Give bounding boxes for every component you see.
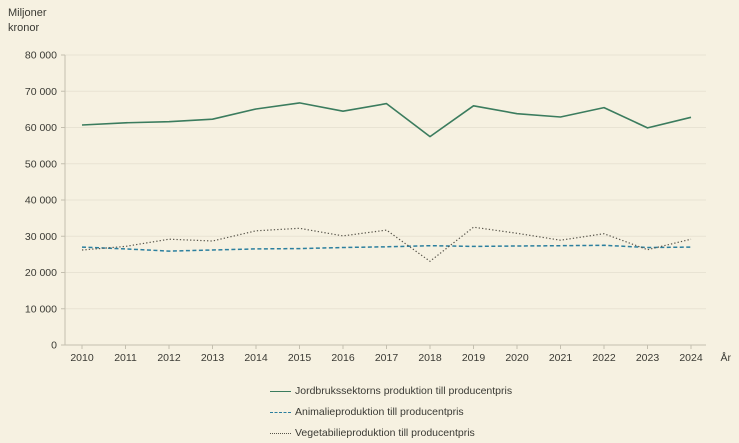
legend-label: Jordbrukssektorns produktion till produc… <box>295 385 513 397</box>
y-tick-label: 0 <box>51 340 57 352</box>
chart-legend: Jordbrukssektorns produktion till produc… <box>270 384 512 443</box>
series-line-1 <box>81 244 692 252</box>
legend-marker-dotted-icon <box>270 432 291 434</box>
legend-label: Vegetabilieproduktion till producentpris <box>295 427 475 439</box>
y-axis-unit-label: Miljoner <box>8 7 47 19</box>
x-tick-label: 2014 <box>244 352 268 364</box>
y-tick-label: 60 000 <box>25 122 57 134</box>
x-tick-label: 2015 <box>288 352 312 364</box>
x-tick-label: 2018 <box>418 352 442 364</box>
y-tick-label: 50 000 <box>25 158 57 170</box>
x-tick-label: 2012 <box>157 352 181 364</box>
x-tick-label: 2010 <box>70 352 94 364</box>
legend-item: Animalieproduktion till producentpris <box>270 405 512 419</box>
legend-label: Animalieproduktion till producentpris <box>295 406 464 418</box>
x-tick-label: 2016 <box>331 352 355 364</box>
y-tick-label: 40 000 <box>25 195 57 207</box>
y-tick-label: 10 000 <box>25 303 57 315</box>
legend-marker-solid-icon <box>270 390 291 392</box>
x-tick-label: 2024 <box>679 352 703 364</box>
y-tick-label: 30 000 <box>25 231 57 243</box>
x-tick-label: 2021 <box>549 352 573 364</box>
legend-item: Vegetabilieproduktion till producentpris <box>270 426 512 440</box>
series-line-0 <box>81 102 692 138</box>
y-axis-unit-label: kronor <box>8 22 40 34</box>
y-tick-label: 20 000 <box>25 267 57 279</box>
x-tick-label: 2020 <box>505 352 529 364</box>
x-tick-label: 2011 <box>114 352 137 364</box>
x-tick-label: 2022 <box>592 352 616 364</box>
y-tick-label: 70 000 <box>25 86 57 98</box>
x-tick-label: 2023 <box>636 352 660 364</box>
legend-marker-dashed-icon <box>270 411 291 413</box>
x-axis-title: År <box>721 351 732 364</box>
x-tick-label: 2019 <box>462 352 486 364</box>
legend-item: Jordbrukssektorns produktion till produc… <box>270 384 512 398</box>
x-tick-label: 2017 <box>375 352 399 364</box>
series-line-2 <box>81 226 692 262</box>
x-tick-label: 2013 <box>201 352 225 364</box>
y-tick-label: 80 000 <box>25 50 57 62</box>
